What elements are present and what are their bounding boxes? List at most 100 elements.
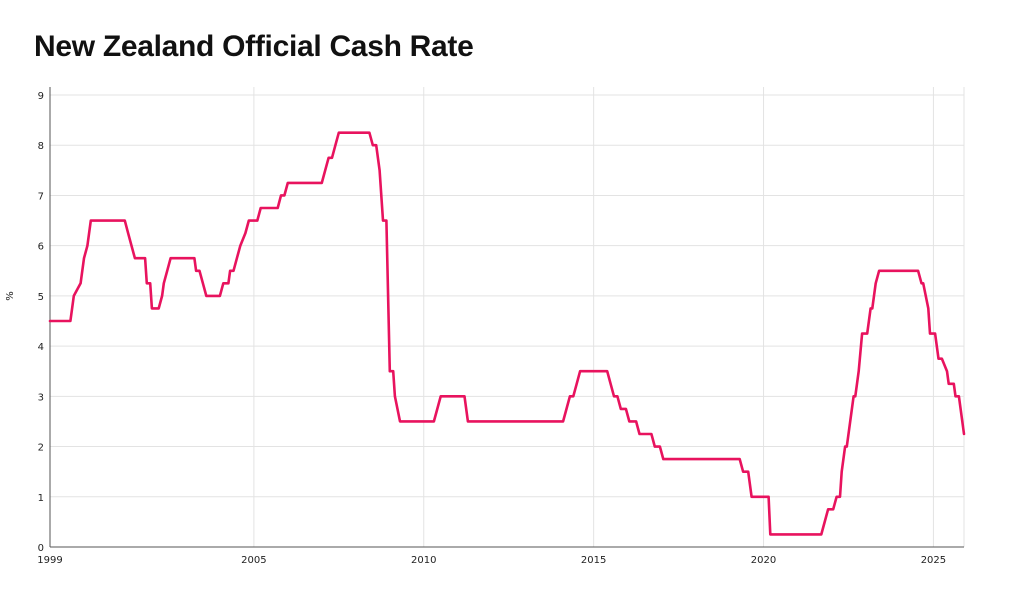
data-point xyxy=(650,433,653,435)
data-point xyxy=(861,333,863,335)
data-point xyxy=(875,282,877,284)
data-point xyxy=(368,132,370,134)
data-point xyxy=(751,496,753,498)
data-point xyxy=(946,370,948,372)
series-group xyxy=(48,131,966,536)
data-point xyxy=(324,169,326,171)
gridlines xyxy=(50,87,965,547)
data-point xyxy=(628,420,630,422)
data-point xyxy=(389,370,391,372)
data-point xyxy=(127,232,129,234)
data-point xyxy=(846,446,848,448)
data-point xyxy=(635,420,637,422)
data-point xyxy=(372,144,374,146)
x-tick-label-2025: 2025 xyxy=(921,555,946,566)
data-point xyxy=(941,358,943,360)
data-point xyxy=(871,307,873,309)
data-point xyxy=(239,245,241,247)
data-point xyxy=(248,220,250,222)
data-point xyxy=(73,295,75,297)
data-point xyxy=(144,257,146,259)
data-point xyxy=(163,282,165,284)
data-point xyxy=(161,295,163,297)
data-point xyxy=(433,420,435,422)
data-point xyxy=(463,395,466,397)
data-point xyxy=(929,333,931,335)
data-point xyxy=(878,270,880,272)
data-point xyxy=(963,433,965,435)
data-point xyxy=(927,307,929,309)
data-point xyxy=(321,182,323,184)
data-point xyxy=(625,408,627,410)
data-point xyxy=(236,257,238,259)
data-point xyxy=(277,207,279,209)
data-point xyxy=(193,257,195,259)
data-point xyxy=(86,245,88,247)
data-point xyxy=(562,420,564,422)
data-point xyxy=(572,395,574,397)
data-point xyxy=(130,245,133,247)
data-point xyxy=(739,458,741,460)
data-point xyxy=(440,395,442,397)
data-point xyxy=(742,471,744,473)
data-point xyxy=(948,383,950,385)
data-point xyxy=(287,182,289,184)
y-tick-label-7: 7 xyxy=(38,191,44,202)
data-point xyxy=(934,333,936,335)
data-point xyxy=(244,232,246,234)
series-line-0 xyxy=(48,131,966,536)
data-point xyxy=(768,496,770,498)
y-tick-label-9: 9 xyxy=(38,91,44,102)
data-point xyxy=(606,370,608,372)
data-point xyxy=(565,408,568,410)
data-point xyxy=(49,320,51,322)
data-point xyxy=(195,270,197,272)
chart-title: New Zealand Official Cash Rate xyxy=(34,30,474,63)
data-point xyxy=(219,295,221,297)
data-point xyxy=(229,270,231,272)
data-point xyxy=(839,496,841,498)
data-point xyxy=(659,446,661,448)
data-point xyxy=(69,320,71,322)
y-axis-label: % xyxy=(5,291,16,301)
data-point xyxy=(953,383,955,385)
x-tick-label-2020: 2020 xyxy=(751,555,776,566)
data-point xyxy=(870,307,872,309)
data-point xyxy=(158,307,160,309)
y-tick-label-0: 0 xyxy=(38,543,44,554)
data-point xyxy=(198,270,201,272)
data-point xyxy=(662,458,664,460)
data-point xyxy=(849,420,851,422)
data-point xyxy=(170,257,172,259)
data-point xyxy=(280,194,282,196)
data-point xyxy=(151,307,153,309)
data-point xyxy=(90,220,92,222)
data-point xyxy=(385,220,387,222)
data-point xyxy=(824,521,826,523)
x-tick-label-2015: 2015 xyxy=(581,555,606,566)
data-point xyxy=(283,194,285,196)
data-point xyxy=(399,420,401,422)
data-point xyxy=(638,433,641,435)
data-point xyxy=(260,207,262,209)
data-point xyxy=(616,395,619,397)
data-point xyxy=(205,295,207,297)
data-point xyxy=(149,282,151,284)
data-point xyxy=(134,257,136,259)
data-point xyxy=(338,132,340,134)
data-point xyxy=(375,144,377,146)
axes xyxy=(49,87,964,548)
data-point xyxy=(820,533,822,536)
data-point xyxy=(832,508,834,510)
data-point xyxy=(328,157,330,159)
data-point xyxy=(610,383,612,385)
data-point xyxy=(958,395,960,397)
data-point xyxy=(331,157,333,159)
y-tick-label-5: 5 xyxy=(38,292,44,303)
data-point xyxy=(769,533,771,536)
data-point xyxy=(576,383,578,385)
data-point xyxy=(436,408,438,410)
data-point xyxy=(836,496,838,498)
data-point xyxy=(392,370,394,372)
